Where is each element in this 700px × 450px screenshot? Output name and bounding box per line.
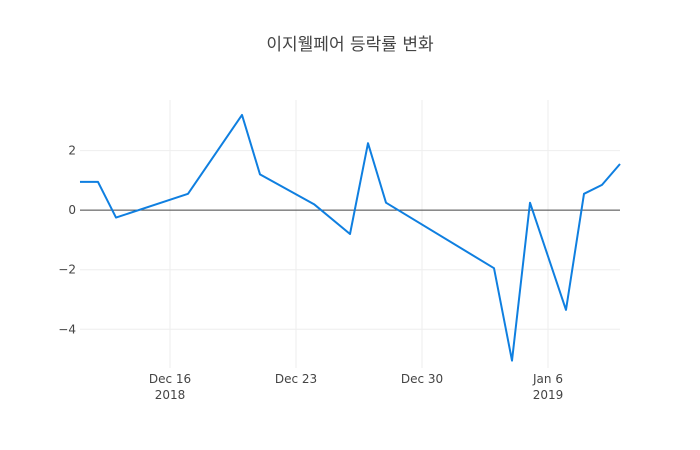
y-tick-label: −2	[58, 263, 76, 277]
x-tick-label: Dec 23	[275, 372, 317, 386]
axis-layer: Dec 16 2018 Dec 23 Dec 30 Jan 6 2019 2 0 −2 −4	[58, 144, 620, 402]
x-tick-label: Dec 30	[401, 372, 443, 386]
y-tick-label: 2	[68, 144, 76, 158]
y-tick-label: −4	[58, 322, 76, 336]
x-tick-label: Dec 16	[149, 372, 191, 386]
grid-layer	[80, 100, 620, 368]
x-tick-year-label: 2019	[533, 388, 564, 402]
chart-title: 이지웰페어 등락률 변화	[266, 35, 434, 55]
series-line	[80, 113, 621, 362]
x-tick-label: Jan 6	[532, 372, 563, 386]
y-tick-label: 0	[68, 203, 76, 217]
x-tick-year-label: 2018	[155, 388, 186, 402]
series-layer	[79, 113, 621, 362]
